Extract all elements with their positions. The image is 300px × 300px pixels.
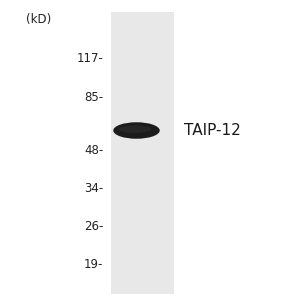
- Text: 85-: 85-: [84, 91, 104, 104]
- Text: TAIP-12: TAIP-12: [184, 123, 241, 138]
- Text: 117-: 117-: [76, 52, 103, 65]
- Text: 48-: 48-: [84, 143, 104, 157]
- Text: 19-: 19-: [84, 257, 104, 271]
- Text: 26-: 26-: [84, 220, 104, 233]
- Ellipse shape: [119, 125, 151, 133]
- Bar: [111, 12, 174, 294]
- Text: 34-: 34-: [84, 182, 104, 196]
- Ellipse shape: [113, 122, 160, 139]
- Text: (kD): (kD): [26, 13, 52, 26]
